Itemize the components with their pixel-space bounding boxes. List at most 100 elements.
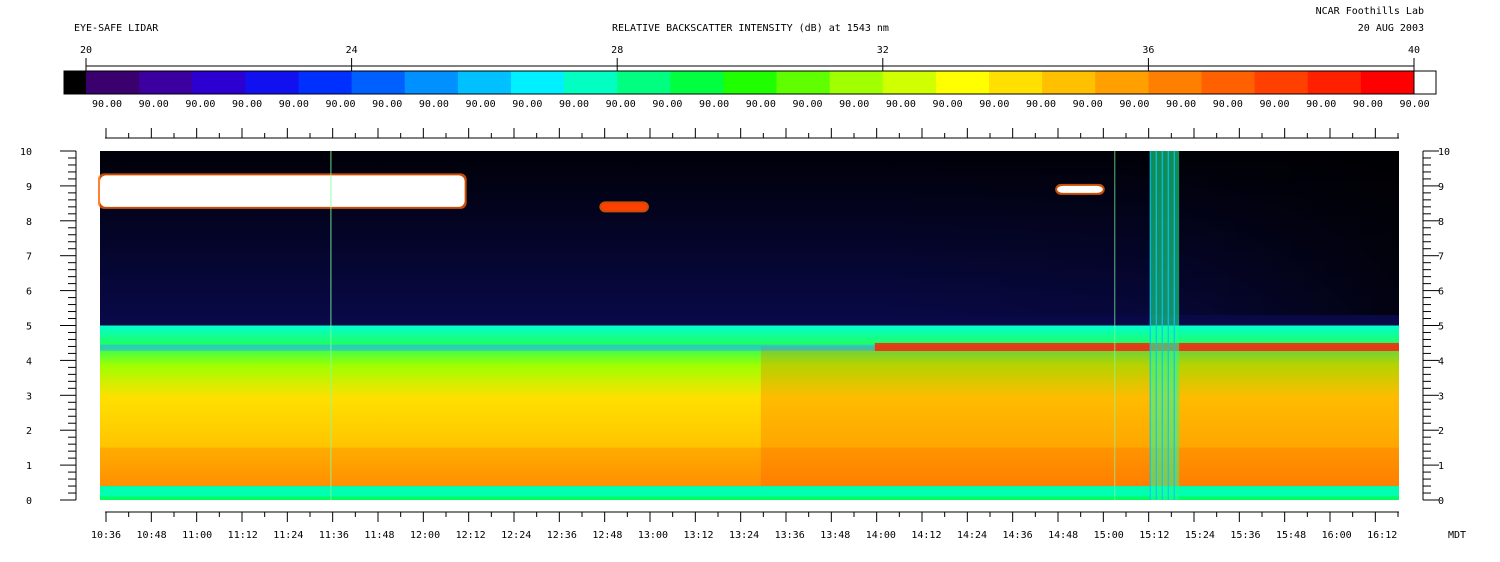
x-tick-label: 16:00	[1322, 530, 1352, 541]
colorbar-segment	[1254, 71, 1309, 94]
colorbar-tick-label: 32	[877, 45, 889, 56]
colorbar-segment	[989, 71, 1043, 94]
colorbar-tick-label: 40	[1408, 45, 1420, 56]
colorbar-value-label: 90.00	[1119, 99, 1149, 110]
colorbar-segment	[1042, 71, 1096, 94]
colorbar-tick-label: 28	[611, 45, 623, 56]
y-tick-label: 9	[26, 182, 32, 193]
x-tick-label: 14:12	[911, 530, 941, 541]
y-tick-label: 7	[26, 252, 32, 263]
x-tick-label: 14:36	[1003, 530, 1033, 541]
x-tick-label: 12:00	[410, 530, 440, 541]
colorbar-value-label: 90.00	[185, 99, 215, 110]
site-label: NCAR Foothills Lab	[1315, 6, 1424, 17]
y-tick-label: 10	[20, 147, 32, 158]
layer-top-streak	[100, 344, 1399, 351]
date-label: 20 AUG 2003	[1357, 23, 1424, 34]
colorbar-segment	[670, 71, 725, 94]
colorbar-segment	[617, 71, 671, 94]
x-tick-label: 15:36	[1230, 530, 1260, 541]
colorbar-tick-label: 36	[1142, 45, 1154, 56]
x-tick-label: 12:48	[592, 530, 622, 541]
y-tick-label: 0	[26, 496, 32, 507]
colorbar-segment	[829, 71, 884, 94]
x-tick-label: 10:36	[91, 530, 121, 541]
colorbar-value-label: 90.00	[466, 99, 496, 110]
y-tick-label: 0	[1438, 496, 1444, 507]
colorbar-segment	[776, 71, 831, 94]
y-tick-label: 2	[1438, 426, 1444, 437]
colorbar-segment	[404, 71, 459, 94]
colorbar-value-label: 90.00	[1353, 99, 1383, 110]
y-tick-label: 1	[1438, 461, 1444, 472]
colorbar-value-label: 90.00	[139, 99, 169, 110]
cloud-feature	[1057, 185, 1103, 193]
boundary-layer	[100, 325, 1399, 487]
colorbar-value-label: 90.00	[652, 99, 682, 110]
y-tick-label: 5	[26, 322, 32, 333]
colorbar-value-label: 90.00	[232, 99, 262, 110]
y-tick-label: 6	[26, 287, 32, 298]
colorbar-segment	[882, 71, 937, 94]
chart-title: RELATIVE BACKSCATTER INTENSITY (dB) at 1…	[612, 23, 889, 34]
colorbar-segment	[192, 71, 246, 94]
colorbar-value-label: 90.00	[1213, 99, 1243, 110]
afternoon-enhancement	[760, 346, 1399, 487]
x-tick-label: 12:12	[456, 530, 486, 541]
x-tick-label: 13:12	[683, 530, 713, 541]
colorbar-segment	[245, 71, 300, 94]
colorbar-value-label: 90.00	[325, 99, 355, 110]
x-tick-label: 12:24	[501, 530, 531, 541]
colorbar-value-label: 90.00	[1306, 99, 1336, 110]
colorbar-segment	[935, 71, 990, 94]
y-tick-label: 8	[1438, 217, 1444, 228]
y-tick-label: 2	[26, 426, 32, 437]
colorbar-segment	[1201, 71, 1256, 94]
cloud-feature	[601, 203, 647, 211]
colorbar-low-cap	[64, 71, 86, 94]
x-tick-label: 14:24	[957, 530, 987, 541]
y-tick-label: 10	[1438, 147, 1450, 158]
y-tick-label: 9	[1438, 182, 1444, 193]
x-tick-label: 11:24	[273, 530, 303, 541]
y-tick-label: 8	[26, 217, 32, 228]
colorbar-value-label: 90.00	[372, 99, 402, 110]
colorbar-value-label: 90.00	[419, 99, 449, 110]
colorbar-value-label: 90.00	[839, 99, 869, 110]
cloud-feature	[100, 175, 465, 207]
clear-air-fade	[874, 151, 1399, 316]
colorbar-segment	[1360, 71, 1415, 94]
colorbar-value-label: 90.00	[933, 99, 963, 110]
colorbar-segment	[351, 71, 406, 94]
colorbar-segment	[510, 71, 565, 94]
colorbar-value-label: 90.00	[92, 99, 122, 110]
colorbar-tick-label: 20	[80, 45, 92, 56]
colorbar-tick-label: 24	[346, 45, 358, 56]
colorbar-value-label: 90.00	[1259, 99, 1289, 110]
colorbar-value-label: 90.00	[1026, 99, 1056, 110]
y-tick-label: 7	[1438, 252, 1444, 263]
colorbar-value-label: 90.00	[699, 99, 729, 110]
x-tick-label: 11:36	[319, 530, 349, 541]
x-axis-label: MDT	[1448, 530, 1466, 541]
colorbar-value-label: 90.00	[1073, 99, 1103, 110]
colorbar-segment	[139, 71, 193, 94]
colorbar-value-label: 90.00	[279, 99, 309, 110]
colorbar-value-label: 90.00	[512, 99, 542, 110]
colorbar-value-label: 90.00	[886, 99, 916, 110]
x-tick-label: 13:00	[638, 530, 668, 541]
x-tick-label: 11:00	[182, 530, 212, 541]
instrument-label: EYE-SAFE LIDAR	[74, 23, 159, 34]
x-tick-label: 16:12	[1367, 530, 1397, 541]
colorbar-segment	[1307, 71, 1362, 94]
layer-top-red-band	[874, 342, 1399, 351]
x-tick-label: 15:12	[1139, 530, 1169, 541]
colorbar-segment	[86, 71, 140, 94]
y-tick-label: 3	[1438, 391, 1444, 402]
colorbar-segment	[1148, 71, 1203, 94]
x-tick-label: 13:24	[729, 530, 759, 541]
colorbar-value-label: 90.00	[746, 99, 776, 110]
x-tick-label: 15:48	[1276, 530, 1306, 541]
y-tick-label: 6	[1438, 287, 1444, 298]
